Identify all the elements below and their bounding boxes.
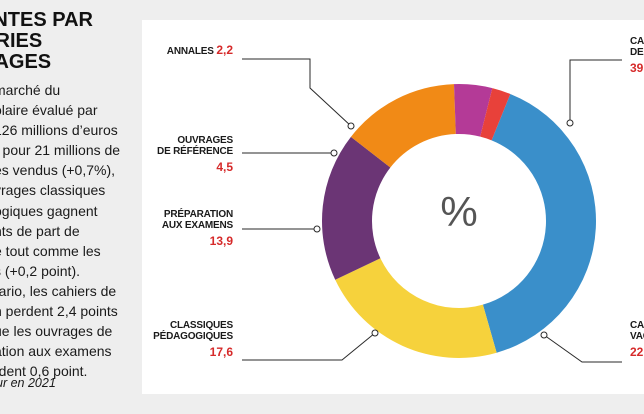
leader-line — [569, 59, 622, 123]
body-line: 126 millions d’euros — [0, 122, 118, 139]
donut-slice — [322, 136, 391, 280]
slice-label-name: ANNALES — [167, 46, 217, 57]
slice-label-value: 17,6 — [210, 345, 234, 359]
donut-chart: CAHIDE SO39,5CAHIVACA22,4CLASSIQUESPÉDAG… — [153, 36, 644, 363]
slice-label-name: CAHI — [630, 36, 644, 47]
leader-dot — [566, 119, 574, 127]
slice-label-name: CLASSIQUES — [170, 320, 234, 331]
slice-label-name: DE RÉFÉRENCE — [157, 144, 233, 157]
center-percent-label: % — [440, 188, 477, 235]
label-leaders — [242, 58, 622, 363]
slice-label-value: 4,5 — [216, 160, 233, 174]
leader-dot — [371, 329, 379, 337]
body-line: vrages classiques — [0, 182, 106, 199]
donut-slice — [482, 93, 596, 353]
leader-dot — [347, 122, 355, 130]
leader-dot — [330, 149, 338, 157]
slice-label-name: CAHI — [630, 320, 644, 331]
slice-label-value: 13,9 — [210, 234, 234, 248]
slice-label: ANNALES 2,2 — [167, 43, 234, 57]
body-line: n perdent 2,4 points — [0, 303, 118, 320]
slice-label-value: 22,4 — [630, 345, 644, 359]
body-line: marché du — [0, 82, 61, 98]
title-line: RAGES — [0, 51, 52, 73]
leader-line — [242, 332, 376, 361]
slice-label-name: AUX EXAMENS — [162, 220, 234, 231]
body-line: nts de part de — [0, 222, 80, 239]
body-line: rario, les cahiers de — [0, 282, 117, 299]
slice-label-name: PÉDAGOGIQUES — [153, 329, 233, 342]
donut-chart-card: CAHIDE SO39,5CAHIVACA22,4CLASSIQUESPÉDAG… — [142, 20, 644, 394]
slice-label-name: DE SO — [630, 47, 644, 58]
title-line: ORIES — [0, 30, 43, 52]
leader-line — [543, 334, 622, 363]
slice-label-name: PRÉPARATION — [164, 207, 233, 220]
body-line: é tout comme les — [0, 242, 101, 259]
slice-label-name: VACA — [630, 331, 644, 342]
leader-dot — [313, 225, 321, 233]
body-line: olaire évalué par — [0, 102, 98, 119]
body-line: ue les ouvrages de — [0, 323, 113, 340]
body-line: ) pour 21 millions de — [0, 142, 121, 159]
slice-label-name: OUVRAGES — [177, 135, 233, 146]
article-body: marché du olaire évalué par 126 millions… — [0, 80, 132, 381]
slice-labels: CAHIDE SO39,5CAHIVACA22,4CLASSIQUESPÉDAG… — [153, 36, 644, 359]
donut-slices — [322, 84, 596, 358]
article-panel: ENTES PAR ORIES RAGES marché du olaire é… — [0, 0, 132, 414]
body-line: es vendus (+0,7%), — [0, 162, 116, 179]
slice-label-value: 2,2 — [216, 43, 233, 57]
body-line: rdent 0,6 point. — [0, 363, 88, 380]
source-note: ur en 2021 — [0, 376, 56, 390]
donut-slice — [335, 258, 497, 358]
body-line: ogiques gagnent — [0, 202, 98, 219]
slice-label-value: 39,5 — [630, 61, 644, 75]
leader-dot — [540, 331, 548, 339]
body-line: s (+0,2 point). — [0, 262, 80, 279]
body-line: ation aux examens — [0, 343, 112, 360]
donut-slice — [480, 88, 511, 141]
title-line: ENTES PAR — [0, 9, 93, 31]
article-title: ENTES PAR ORIES RAGES — [0, 10, 130, 73]
donut-slice — [453, 84, 493, 137]
leader-line — [242, 58, 352, 127]
donut-slice — [350, 84, 456, 168]
